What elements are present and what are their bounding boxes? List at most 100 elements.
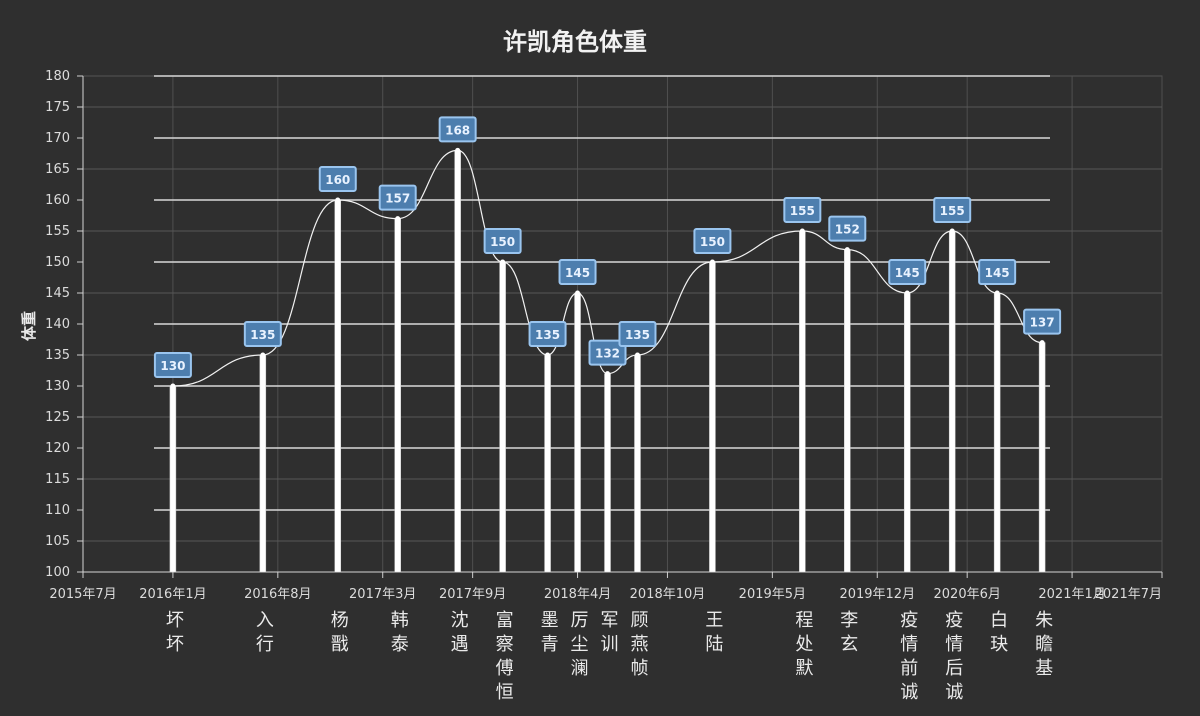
role-name-label: 白玦 xyxy=(990,610,1008,655)
role-name-label: 富察傅恒 xyxy=(496,610,514,703)
weight-bar xyxy=(259,354,267,573)
value-label-box xyxy=(888,259,927,285)
role-name-character: 泰 xyxy=(391,634,409,655)
role-name-character: 训 xyxy=(601,634,619,655)
value-label-box xyxy=(528,321,567,347)
weight-point xyxy=(605,371,611,377)
role-name-character: 后 xyxy=(945,658,963,679)
weight-bar xyxy=(903,292,911,573)
y-tick-label: 175 xyxy=(45,100,70,115)
weight-bar xyxy=(394,218,401,573)
role-name-character: 行 xyxy=(256,634,274,655)
x-tick-label: 2016年8月 xyxy=(244,587,311,602)
role-name-character: 诚 xyxy=(900,682,918,703)
role-name-character: 韩 xyxy=(391,610,409,631)
role-name-label: 程处默 xyxy=(795,610,813,679)
role-name-character: 疫 xyxy=(900,610,918,631)
weight-point xyxy=(904,290,910,296)
value-label-box xyxy=(153,352,192,378)
value-label: 137 xyxy=(1030,316,1055,330)
role-names-layer: 坏坏入行杨戬韩泰沈遇富察傅恒墨青厉尘澜军训顾燕帧王陆程处默李玄疫情前诚疫情后诚白… xyxy=(166,610,1053,703)
bars-layer xyxy=(169,150,1046,573)
role-name-character: 富 xyxy=(496,610,514,631)
x-tick-label: 2019年12月 xyxy=(839,587,915,602)
role-name-label: 王陆 xyxy=(705,610,723,655)
role-name-label: 入行 xyxy=(256,610,274,655)
x-tick-label: 2019年5月 xyxy=(739,587,806,602)
value-labels-layer: 130 135 160 157 168 150 135 145 132 135 150 155 152 1… xyxy=(153,116,1062,389)
role-name-character: 军 xyxy=(601,610,619,631)
weight-bar xyxy=(993,292,1001,573)
role-name-character: 王 xyxy=(705,610,723,631)
x-tick-label: 2015年7月 xyxy=(49,587,116,602)
value-label: 168 xyxy=(445,123,470,137)
value-label: 135 xyxy=(250,328,275,342)
role-name-character: 陆 xyxy=(705,634,723,655)
weight-point xyxy=(335,197,341,203)
role-name-character: 情 xyxy=(900,634,918,655)
role-name-character: 坏 xyxy=(166,634,184,655)
role-name-label: 军训 xyxy=(601,610,619,655)
value-label: 157 xyxy=(385,192,410,206)
value-label: 145 xyxy=(985,266,1010,280)
role-name-character: 厉 xyxy=(571,610,589,631)
x-tick-label: 2020年6月 xyxy=(934,587,1001,602)
value-label: 160 xyxy=(325,173,350,187)
y-tick-label: 140 xyxy=(45,317,70,332)
weight-point xyxy=(1039,340,1045,346)
weight-bar xyxy=(799,230,806,573)
value-label: 155 xyxy=(790,204,815,218)
weight-point xyxy=(500,259,506,265)
x-tick-label: 2017年9月 xyxy=(439,587,506,602)
x-tick-label: 2018年4月 xyxy=(544,587,611,602)
role-name-label: 李玄 xyxy=(840,610,858,655)
y-tick-label: 165 xyxy=(45,162,70,177)
role-name-label: 厉尘澜 xyxy=(571,610,589,679)
weight-bar xyxy=(844,249,851,573)
role-name-character: 默 xyxy=(795,658,813,679)
y-tick-label: 145 xyxy=(45,286,70,301)
y-tick-label: 135 xyxy=(45,348,70,363)
weight-point xyxy=(395,216,401,222)
weight-point xyxy=(170,383,176,389)
role-name-character: 察 xyxy=(496,634,514,655)
role-name-character: 疫 xyxy=(945,610,963,631)
role-name-label: 朱瞻基 xyxy=(1035,610,1053,679)
role-name-character: 戬 xyxy=(331,634,349,655)
role-name-character: 遇 xyxy=(451,634,469,655)
role-name-character: 傅 xyxy=(496,658,514,679)
x-tick-label: 2021年7月 xyxy=(1095,587,1162,602)
role-name-character: 前 xyxy=(900,658,918,679)
weight-bar xyxy=(499,261,506,573)
role-name-character: 尘 xyxy=(571,634,589,655)
x-tick-label: 2021年1月 xyxy=(1038,587,1105,602)
role-name-label: 坏坏 xyxy=(166,610,184,655)
role-name-character: 朱 xyxy=(1035,610,1053,631)
x-tick-label: 2017年3月 xyxy=(349,587,416,602)
role-name-character: 瞻 xyxy=(1035,634,1053,655)
y-tick-label: 170 xyxy=(45,131,70,146)
role-name-character: 青 xyxy=(541,634,559,655)
weight-point xyxy=(575,290,581,296)
value-label: 145 xyxy=(565,266,590,280)
weight-bar xyxy=(574,292,581,573)
weight-bar xyxy=(544,354,551,573)
role-name-label: 墨青 xyxy=(541,610,559,655)
y-tick-label: 130 xyxy=(45,379,70,394)
weight-point xyxy=(799,228,805,234)
role-name-character: 李 xyxy=(840,610,858,631)
role-name-character: 杨 xyxy=(331,610,349,631)
value-label-box xyxy=(243,321,282,347)
y-tick-label: 100 xyxy=(45,565,70,580)
weight-bar xyxy=(454,150,461,573)
role-name-label: 顾燕帧 xyxy=(630,610,648,679)
role-name-character: 帧 xyxy=(630,658,648,679)
role-name-character: 顾 xyxy=(630,610,648,631)
weight-point xyxy=(949,228,955,234)
weight-point xyxy=(545,352,551,358)
weight-bar xyxy=(334,199,342,573)
weight-bar xyxy=(169,385,177,573)
value-label: 150 xyxy=(700,235,725,249)
weight-point xyxy=(260,352,266,358)
